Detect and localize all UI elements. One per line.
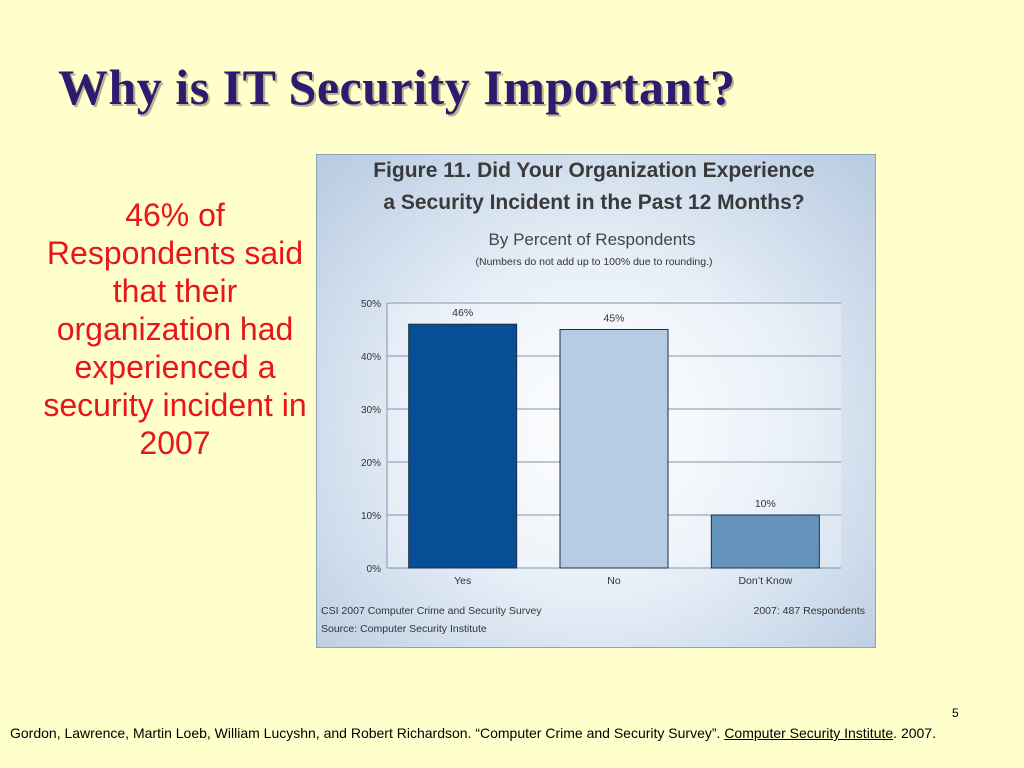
y-tick-label: 0% [367, 564, 382, 575]
y-tick-label: 10% [361, 511, 381, 522]
bar-chart: Figure 11. Did Your Organization Experie… [321, 159, 865, 635]
category-label: No [607, 575, 621, 587]
chart-subtitle: By Percent of Respondents [489, 230, 696, 249]
slide-title: Why is IT Security Important? [58, 59, 736, 115]
chart-footer-source: Source: Computer Security Institute [321, 623, 487, 635]
plot-area: 0% 10% 20% 30% 40% 50% 46% Yes 45% No 10% Don’t Kno… [361, 299, 841, 587]
y-tick-label: 20% [361, 458, 381, 469]
callout-text: 46% of Respondents said that their organ… [43, 197, 307, 461]
chart-figure: Figure 11. Did Your Organization Experie… [316, 154, 876, 648]
y-tick-label: 50% [361, 299, 381, 310]
citation: Gordon, Lawrence, Martin Loeb, William L… [10, 724, 970, 743]
citation-text: Gordon, Lawrence, Martin Loeb, William L… [10, 725, 725, 741]
data-label: 45% [603, 313, 624, 325]
bar [408, 323, 518, 569]
citation-tail: . 2007. [893, 725, 936, 741]
chart-title: Figure 11. Did Your Organization Experie… [373, 159, 815, 182]
citation-link[interactable]: Computer Security Institute [724, 725, 894, 741]
chart-title-line2: a Security Incident in the Past 12 Month… [383, 191, 804, 214]
data-label: 46% [452, 307, 473, 319]
chart-note: (Numbers do not add up to 100% due to ro… [476, 256, 713, 268]
page-number: 5 [952, 706, 959, 720]
y-tick-label: 30% [361, 405, 381, 416]
category-label: Don’t Know [738, 575, 792, 587]
bar [559, 329, 669, 569]
bar [710, 514, 820, 569]
chart-footer-respondents: 2007: 487 Respondents [753, 605, 865, 617]
chart-footer-survey: CSI 2007 Computer Crime and Security Sur… [321, 605, 542, 617]
data-label: 10% [755, 498, 776, 510]
category-label: Yes [454, 575, 471, 587]
y-tick-label: 40% [361, 352, 381, 363]
